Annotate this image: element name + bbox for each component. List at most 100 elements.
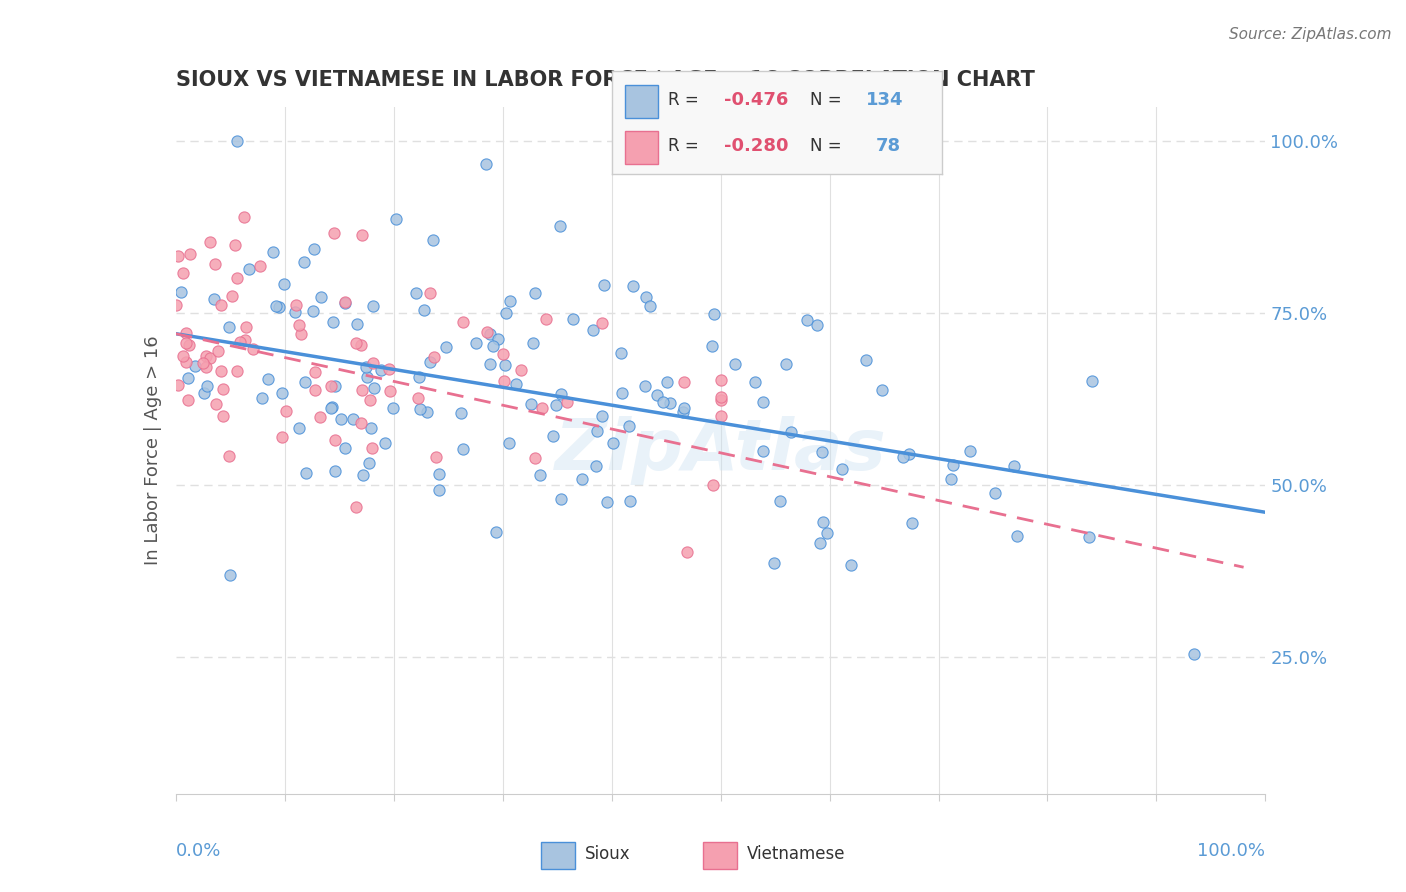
Text: N =: N =	[810, 137, 846, 155]
Bar	[541, 842, 575, 869]
Point	[499, 294, 522, 309]
Point	[478, 357, 501, 371]
Point	[655, 376, 678, 390]
Point	[172, 350, 194, 364]
Point	[235, 320, 257, 334]
Point	[585, 424, 607, 438]
Point	[360, 442, 382, 456]
Point	[831, 462, 853, 476]
Point	[839, 558, 862, 572]
Point	[322, 315, 344, 329]
Point	[176, 392, 198, 407]
Point	[672, 404, 695, 418]
Text: R =: R =	[668, 137, 704, 155]
Point	[342, 412, 364, 426]
Point	[242, 342, 264, 356]
Point	[294, 466, 316, 480]
Point	[534, 312, 557, 326]
Point	[209, 298, 232, 312]
Point	[309, 410, 332, 425]
Point	[543, 429, 565, 443]
Point	[359, 393, 381, 408]
Point	[634, 290, 657, 304]
Text: -0.280: -0.280	[724, 137, 789, 155]
Point	[256, 372, 278, 386]
Point	[174, 336, 197, 351]
Point	[204, 292, 226, 306]
Point	[425, 450, 447, 464]
Point	[1080, 374, 1102, 388]
Point	[304, 383, 326, 397]
Point	[302, 242, 325, 256]
Point	[323, 226, 346, 240]
Point	[612, 386, 634, 401]
Point	[363, 381, 385, 395]
Point	[485, 524, 508, 539]
Point	[229, 334, 252, 349]
Point	[323, 464, 346, 478]
Point	[333, 295, 356, 310]
Point	[183, 359, 205, 373]
Point	[413, 302, 436, 317]
Point	[593, 278, 616, 293]
Point	[494, 374, 516, 388]
Point	[744, 376, 766, 390]
Point	[415, 405, 437, 419]
Point	[675, 545, 697, 559]
Point	[167, 378, 190, 392]
Point	[292, 255, 315, 269]
Point	[723, 357, 745, 371]
Point	[294, 375, 316, 389]
Point	[329, 411, 352, 425]
Point	[561, 311, 583, 326]
Point	[211, 382, 233, 396]
Point	[361, 356, 384, 370]
Point	[591, 316, 613, 330]
Point	[505, 376, 527, 391]
Point	[273, 277, 295, 292]
Point	[235, 333, 257, 347]
Point	[323, 434, 346, 448]
Point	[710, 373, 733, 387]
Point	[262, 244, 284, 259]
Point	[333, 441, 356, 455]
Point	[645, 387, 668, 401]
Point	[225, 364, 247, 378]
Point	[221, 288, 243, 302]
Point	[409, 401, 432, 416]
Point	[370, 363, 392, 377]
Point	[177, 338, 200, 352]
Point	[352, 227, 374, 242]
Point	[942, 458, 965, 473]
Point	[492, 347, 515, 361]
Text: SIOUX VS VIETNAMESE IN LABOR FORCE | AGE > 16 CORRELATION CHART: SIOUX VS VIETNAMESE IN LABOR FORCE | AGE…	[176, 70, 1035, 91]
Point	[813, 515, 835, 529]
Text: 100.0%: 100.0%	[1198, 842, 1265, 860]
Point	[333, 296, 356, 310]
Point	[419, 285, 441, 300]
Point	[634, 379, 657, 393]
Point	[233, 211, 256, 225]
Text: Source: ZipAtlas.com: Source: ZipAtlas.com	[1229, 27, 1392, 42]
Point	[762, 556, 785, 570]
Point	[550, 492, 572, 507]
Point	[321, 400, 343, 414]
Point	[360, 420, 382, 434]
Point	[1005, 529, 1028, 543]
Point	[274, 404, 297, 418]
Point	[250, 391, 273, 405]
Text: R =: R =	[668, 91, 704, 109]
Point	[673, 376, 696, 390]
Point	[546, 398, 568, 412]
Point	[266, 299, 288, 313]
Point	[602, 436, 624, 450]
Point	[323, 379, 346, 393]
Point	[451, 315, 474, 329]
Point	[354, 359, 377, 374]
Point	[224, 238, 246, 252]
Point	[555, 394, 578, 409]
Text: Vietnamese: Vietnamese	[747, 845, 845, 863]
Point	[596, 494, 619, 508]
Point	[520, 397, 543, 411]
Point	[1182, 647, 1205, 661]
